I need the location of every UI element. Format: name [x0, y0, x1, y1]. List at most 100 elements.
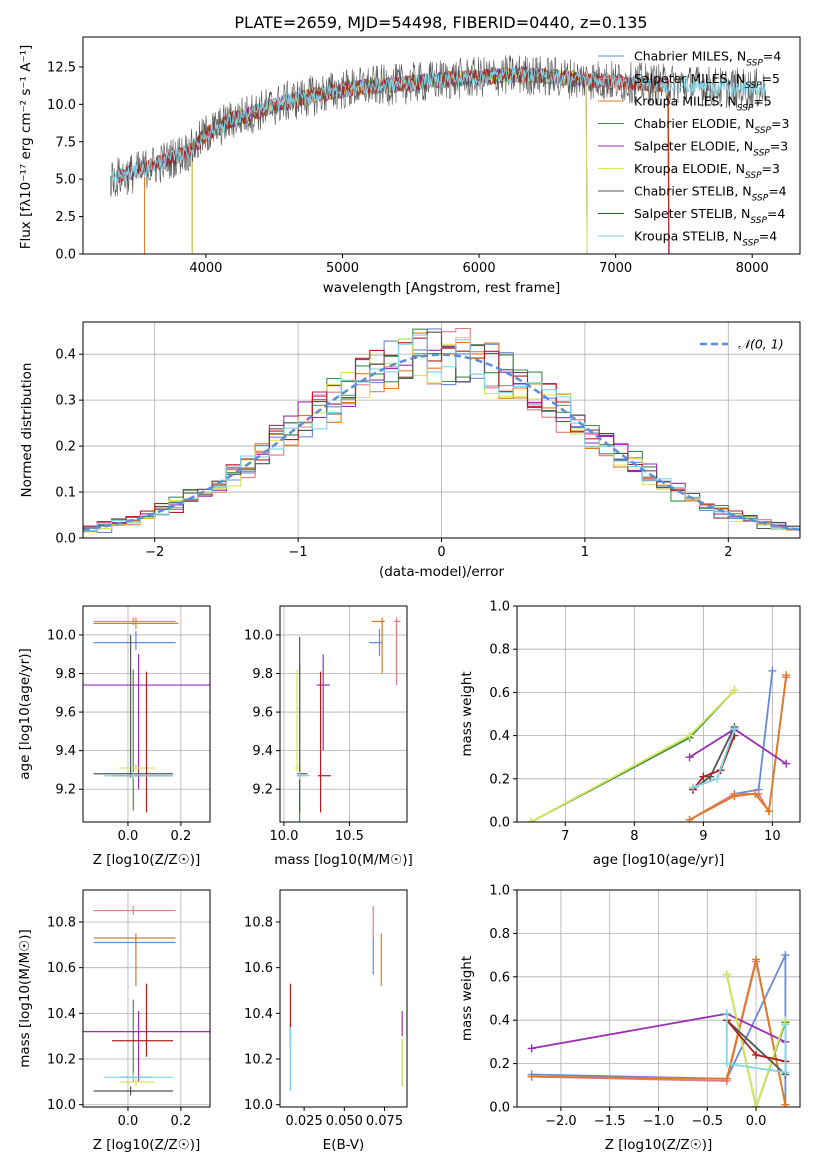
mass-weight-vs-age-ytick-label: 0.4 — [489, 729, 510, 744]
age-vs-Z-ytick-label: 9.2 — [55, 783, 76, 798]
residuals-plot-area — [83, 327, 800, 536]
age-vs-mass-ytick-label: 10.0 — [244, 628, 273, 643]
data-point-marker — [722, 1009, 731, 1018]
age-vs-mass-ytick-label: 9.6 — [252, 706, 273, 721]
spectrum-xtick-label: 6000 — [463, 261, 496, 276]
mass-vs-ebv-ytick-label: 10.6 — [244, 961, 273, 976]
mass-vs-Z-ytick-label: 10.0 — [47, 1098, 76, 1113]
mass-vs-Z-panel: 0.0 0.2 10.0 10.2 10.4 10.6 10.8 Z [log10(Z/Z☉)… — [17, 889, 211, 1153]
data-point-marker — [730, 725, 739, 734]
spectrum-series-salpeter-elodie — [191, 66, 588, 254]
mass-weight-vs-Z-ytick-label: 1.0 — [489, 884, 510, 899]
series-kroupa-stelib — [725, 1013, 787, 1074]
age-vs-mass-ytick-label: 9.2 — [252, 783, 273, 798]
residuals-ytick-label: 0.3 — [55, 394, 76, 409]
spectrum-plot-area — [109, 55, 767, 254]
legend-entry: Chabrier MILES, NSSP=4 — [634, 49, 781, 69]
data-point-marker — [782, 671, 791, 680]
age-vs-mass-xtick-label: 10.0 — [269, 829, 298, 844]
spectrum-ytick-label: 0.0 — [55, 248, 76, 263]
mass-vs-Z-xlabel: Z [log10(Z/Z☉)] — [93, 1137, 201, 1153]
mass-weight-vs-age-ylabel: mass weight — [459, 671, 475, 756]
residuals-ytick-label: 0.4 — [55, 348, 76, 363]
data-point-marker — [730, 686, 739, 695]
mass-weight-vs-Z-ylabel: mass weight — [459, 956, 475, 1041]
mass-weight-vs-Z-plot-area — [527, 951, 790, 1107]
mass-vs-Z-plot-area — [83, 905, 210, 1096]
mass-weight-vs-age-ytick-label: 0.0 — [489, 816, 510, 831]
data-point-marker — [722, 1074, 731, 1083]
mass-vs-Z-ytick-label: 10.8 — [47, 915, 76, 930]
data-point-marker — [527, 1072, 536, 1081]
legend-entry: Salpeter ELODIE, NSSP=3 — [634, 139, 788, 159]
age-vs-Z-xlabel: Z [log10(Z/Z☉)] — [93, 852, 201, 868]
mass-weight-vs-age-xtick-label: 9 — [699, 829, 707, 844]
data-point-marker — [685, 753, 694, 762]
age-vs-Z-ytick-label: 9.8 — [55, 667, 76, 682]
legend-entry: Chabrier ELODIE, NSSP=3 — [634, 116, 789, 136]
age-vs-mass-plot-area — [294, 617, 401, 822]
spectrum-xtick-label: 5000 — [326, 261, 359, 276]
mass-vs-Z-ylabel: mass [log10(M/M☉)] — [17, 929, 33, 1068]
data-point-marker — [699, 772, 708, 781]
mass-weight-vs-Z-xtick-label: −2.0 — [545, 1114, 577, 1129]
data-point-marker — [685, 815, 694, 822]
age-vs-Z-xtick-label: 0.2 — [171, 829, 192, 844]
age-vs-mass-panel: 10.0 10.5 9.2 9.4 9.6 9.8 10.0 mass [log10(M/M☉… — [244, 605, 413, 868]
data-point-marker — [685, 731, 694, 740]
residuals-xtick-label: 0 — [437, 545, 445, 560]
residuals-ytick-label: 0.0 — [55, 532, 76, 547]
spectrum-xtick-label: 8000 — [736, 261, 769, 276]
residuals-xtick-label: 2 — [724, 545, 732, 560]
data-point-marker — [782, 759, 791, 768]
data-point-marker — [751, 789, 760, 798]
residuals-ytick-label: 0.2 — [55, 440, 76, 455]
data-point-marker — [764, 807, 773, 816]
data-point-marker — [768, 666, 777, 675]
spectrum-xlabel: wavelength [Angstrom, rest frame] — [323, 280, 561, 296]
mass-weight-vs-age-xtick-label: 7 — [561, 829, 569, 844]
age-vs-mass-frame — [279, 605, 408, 823]
data-point-marker — [730, 792, 739, 801]
age-vs-mass-ytick-label: 9.4 — [252, 744, 273, 759]
mass-weight-vs-age-xlabel: age [log10(age/yr)] — [593, 852, 725, 868]
mass-weight-vs-Z-xtick-label: −0.5 — [692, 1114, 724, 1129]
series-salpeter-elodie — [689, 728, 787, 765]
data-point-marker — [713, 774, 722, 783]
mass-vs-ebv-ytick-label: 10.0 — [244, 1098, 273, 1113]
mass-vs-ebv-panel: 0.025 0.050 0.075 10.0 10.2 10.4 10.6 10.8 E(B-V… — [244, 889, 408, 1153]
residuals-xtick-label: −2 — [145, 545, 164, 560]
age-vs-mass-xlabel: mass [log10(M/M☉)] — [274, 852, 413, 868]
spectrum-panel: 4000 5000 6000 7000 8000 0.0 2.5 5.0 7.5 10.0 12.5… — [18, 36, 801, 296]
figure-title: PLATE=2659, MJD=54498, FIBERID=0440, z=0… — [234, 13, 647, 32]
data-point-marker — [526, 818, 535, 822]
mass-vs-ebv-plot-area — [289, 905, 403, 1092]
spectrum-ytick-label: 5.0 — [55, 173, 76, 188]
spectrum-xtick-label: 4000 — [189, 261, 222, 276]
mass-weight-vs-Z-ytick-label: 0.0 — [489, 1101, 510, 1116]
mass-vs-ebv-xtick-label: 0.050 — [326, 1114, 363, 1129]
age-vs-Z-ytick-label: 9.4 — [55, 744, 76, 759]
mass-vs-ebv-xlabel: E(B-V) — [323, 1137, 365, 1153]
data-point-marker — [752, 955, 761, 964]
spectrum-ytick-label: 12.5 — [47, 60, 76, 75]
mass-weight-vs-age-panel: 7 8 9 10 0.0 0.2 0.4 0.6 0.8 1.0 age [log10(age/yr… — [459, 600, 801, 868]
series-kroupa-elodie — [530, 689, 736, 822]
data-point-marker — [781, 1020, 790, 1029]
age-vs-Z-ylabel: age [log10(age/yr)] — [17, 648, 33, 780]
data-point-marker — [781, 1100, 790, 1107]
legend-entry: Kroupa ELODIE, NSSP=3 — [634, 161, 780, 181]
mass-weight-vs-Z-panel: −2.0 −1.5 −1.0 −0.5 0.0 0.0 0.2 0.4 0.6 0.8 1.0 Z [… — [459, 884, 801, 1153]
mass-vs-Z-ytick-label: 10.2 — [47, 1053, 76, 1068]
mass-weight-vs-Z-xtick-label: 0.0 — [746, 1114, 767, 1129]
data-point-marker — [689, 783, 698, 792]
mass-vs-Z-xtick-label: 0.2 — [171, 1114, 192, 1129]
data-point-marker — [781, 951, 790, 960]
series-salpeter-stelib — [692, 735, 736, 791]
data-point-marker — [722, 970, 731, 979]
age-vs-Z-ytick-label: 9.6 — [55, 706, 76, 721]
mass-vs-Z-xtick-label: 0.0 — [118, 1114, 139, 1129]
data-point-marker — [781, 1068, 790, 1077]
mass-vs-ebv-ytick-label: 10.8 — [244, 915, 273, 930]
spectrum-ylabel: Flux [fλ10⁻¹⁷ erg cm⁻² s⁻¹ A⁻¹] — [18, 45, 34, 250]
